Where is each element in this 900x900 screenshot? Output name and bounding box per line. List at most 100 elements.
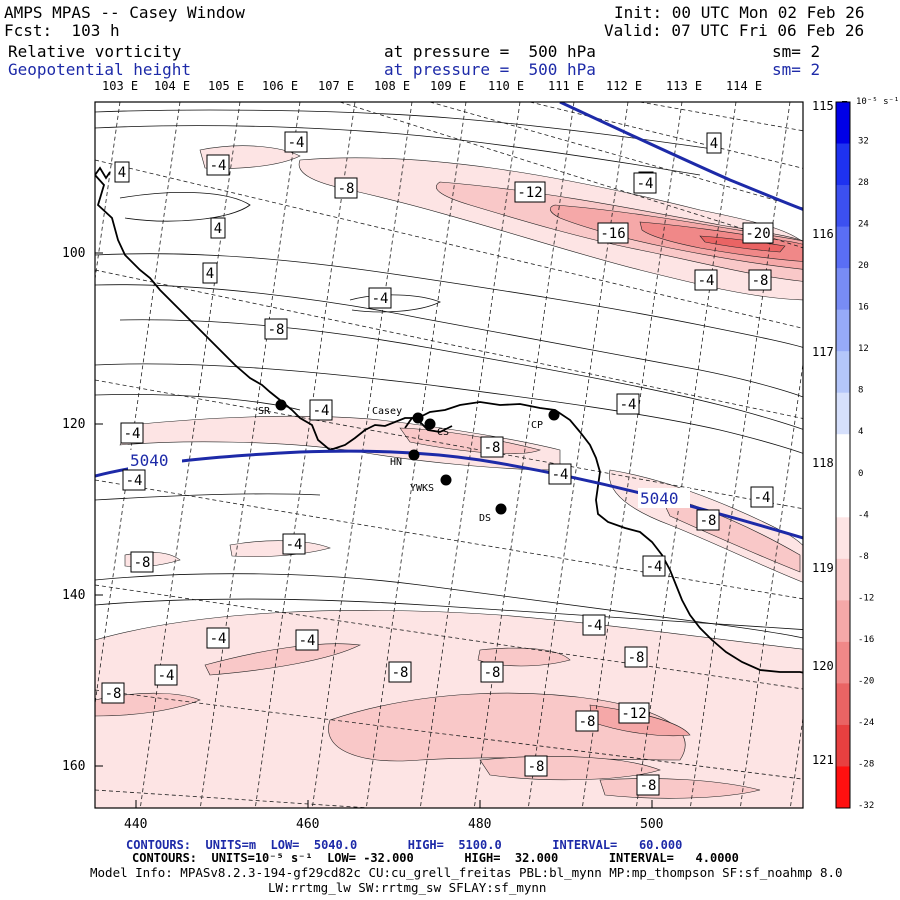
station-markers xyxy=(275,399,560,515)
left-axis-labels: 100 120 140 160 xyxy=(62,246,85,774)
colorbar-swatch xyxy=(836,683,850,726)
svg-text:-20: -20 xyxy=(745,226,770,242)
station-marker-casey[interactable] xyxy=(412,412,424,424)
svg-text:-8: -8 xyxy=(392,665,409,681)
top-axis-label: 110 E xyxy=(488,79,524,93)
colorbar-swatch xyxy=(836,226,850,269)
vorticity-label: -16 xyxy=(597,222,629,244)
vorticity-label: -20 xyxy=(742,222,774,244)
station-label: CP xyxy=(531,420,543,431)
colorbar-tick-label: 16 xyxy=(858,303,869,313)
station-marker-hn[interactable] xyxy=(408,449,420,461)
vorticity-label: -4 xyxy=(122,469,146,491)
colorbar-swatch xyxy=(836,766,850,809)
colorbar-tick-label: 28 xyxy=(858,178,869,188)
svg-text:-8: -8 xyxy=(484,440,501,456)
field2-name: Geopotential height xyxy=(8,60,192,79)
field1-level: at pressure = 500 hPa xyxy=(384,42,596,61)
station-marker-cs[interactable] xyxy=(424,418,436,430)
colorbar-unit: 10⁻⁵ s⁻¹ xyxy=(856,97,899,107)
top-axis-label: 111 E xyxy=(548,79,584,93)
station-labels: SR Casey CS CP HN YWKS DS xyxy=(258,406,543,524)
vorticity-label: -4 xyxy=(548,463,572,485)
svg-text:-4: -4 xyxy=(210,631,227,647)
colorbar-tick-label: 20 xyxy=(858,261,869,271)
svg-text:-8: -8 xyxy=(579,714,596,730)
field2-level: at pressure = 500 hPa xyxy=(384,60,596,79)
svg-text:-4: -4 xyxy=(552,467,569,483)
bottom-axis-label: 480 xyxy=(468,817,491,832)
colorbar-tick-label: -16 xyxy=(858,635,874,645)
vorticity-label: -4 xyxy=(295,629,319,651)
vorticity-label: -4 xyxy=(750,486,774,508)
footer-vorticity-contours: CONTOURS: UNITS=10⁻⁵ s⁻¹ LOW= -32.000 HI… xyxy=(132,851,739,865)
station-marker-cp[interactable] xyxy=(548,409,560,421)
svg-text:-4: -4 xyxy=(299,633,316,649)
colorbar-swatch xyxy=(836,600,850,643)
colorbar-tick-label: 24 xyxy=(858,220,869,230)
top-axis-label: 106 E xyxy=(262,79,298,93)
colorbar-swatch xyxy=(836,143,850,186)
station-marker-sr[interactable] xyxy=(275,399,287,411)
colorbar-tick-label: -20 xyxy=(858,676,874,686)
vorticity-label: -8 xyxy=(636,774,660,796)
station-label: YWKS xyxy=(410,483,434,494)
vorticity-label: -12 xyxy=(618,702,650,724)
svg-text:-12: -12 xyxy=(621,706,646,722)
plot-frame xyxy=(94,101,804,809)
svg-text:-4: -4 xyxy=(286,537,303,553)
colorbar-tick-label: 32 xyxy=(858,137,869,147)
init-time: Init: 00 UTC Mon 02 Feb 26 xyxy=(614,3,865,22)
vorticity-label: -4 xyxy=(206,627,230,649)
svg-text:-12: -12 xyxy=(517,185,542,201)
height-labels: 5040 5040 xyxy=(128,450,690,508)
svg-text:-4: -4 xyxy=(586,618,603,634)
top-axis-label: 114 E xyxy=(726,79,762,93)
svg-text:-4: -4 xyxy=(372,291,389,307)
colorbar-swatch xyxy=(836,392,850,435)
coastline xyxy=(95,166,803,674)
vorticity-label: -4 xyxy=(284,131,308,153)
station-marker-ywks[interactable] xyxy=(440,474,452,486)
colorbar-swatch xyxy=(836,268,850,311)
top-axis-label: 105 E xyxy=(208,79,244,93)
station-label: SR xyxy=(258,406,271,417)
svg-text:4: 4 xyxy=(710,136,718,152)
vorticity-label: -8 xyxy=(480,436,504,458)
forecast-hour: Fcst: 103 h xyxy=(4,21,120,40)
vorticity-labels: -4-444-8-12-16-204444-4-84-4-4-4-8-4-4-4… xyxy=(101,131,774,796)
station-label: HN xyxy=(390,457,402,468)
bottom-axis-label: 440 xyxy=(124,817,147,832)
colorbar-swatch xyxy=(836,309,850,352)
vorticity-label: -8 xyxy=(388,661,412,683)
vorticity-label: -4 xyxy=(616,393,640,415)
colorbar-tick-label: -32 xyxy=(858,801,874,811)
geopotential-contours xyxy=(95,102,803,540)
vorticity-label: -12 xyxy=(514,181,546,203)
vorticity-label: -8 xyxy=(748,269,772,291)
field2-smoothing: sm= 2 xyxy=(772,60,821,79)
vorticity-label: -8 xyxy=(130,551,154,573)
colorbar-tick-label: 12 xyxy=(858,344,869,354)
colorbar-tick-label: 8 xyxy=(858,386,863,396)
svg-text:-8: -8 xyxy=(134,555,151,571)
colorbar-tick-label: -8 xyxy=(858,552,869,562)
left-axis-label: 120 xyxy=(62,417,85,432)
svg-text:-8: -8 xyxy=(700,513,717,529)
svg-text:-4: -4 xyxy=(124,426,141,442)
bottom-axis-label: 500 xyxy=(640,817,663,832)
svg-text:-8: -8 xyxy=(338,181,355,197)
vorticity-label: -4 xyxy=(282,533,306,555)
vorticity-label: -4 xyxy=(633,172,657,194)
vorticity-label: -8 xyxy=(480,661,504,683)
svg-text:-8: -8 xyxy=(640,778,657,794)
left-axis-ticks xyxy=(95,252,653,808)
svg-text:-8: -8 xyxy=(484,665,501,681)
vorticity-label: -8 xyxy=(264,318,288,340)
station-marker-ds[interactable] xyxy=(495,503,507,515)
svg-text:4: 4 xyxy=(214,221,222,237)
svg-text:-4: -4 xyxy=(158,668,175,684)
colorbar-swatch xyxy=(836,558,850,601)
vorticity-label: 4 xyxy=(202,262,218,284)
